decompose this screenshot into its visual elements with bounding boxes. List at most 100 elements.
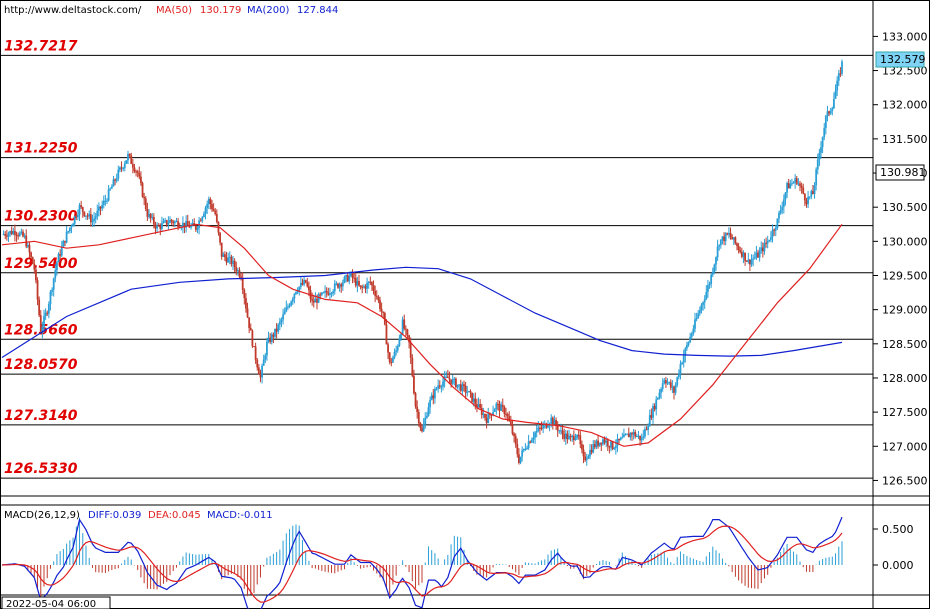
candle-down: [14, 231, 16, 235]
candle-down: [731, 236, 734, 240]
candle-down: [650, 415, 653, 418]
candle-up: [500, 404, 503, 411]
candle-up: [236, 270, 239, 272]
candle-up: [57, 254, 60, 263]
candle-up: [23, 235, 26, 237]
candle-up: [52, 278, 55, 290]
candle-up: [692, 328, 695, 334]
candle-down: [404, 328, 407, 330]
candle-up: [623, 434, 625, 438]
candle-up: [453, 378, 456, 380]
candle-down: [359, 285, 362, 288]
candle-up: [285, 307, 288, 312]
candlesticks: [2, 59, 843, 466]
candle-down: [31, 257, 34, 264]
candle-down: [375, 295, 378, 297]
candle-up: [295, 291, 297, 294]
candle-down: [141, 183, 144, 197]
candle-up: [770, 237, 772, 240]
candle-up: [330, 293, 333, 295]
candle-up: [564, 433, 567, 439]
candle-down: [5, 235, 8, 237]
candle-up: [101, 205, 104, 209]
candle-up: [694, 319, 696, 329]
candle-down: [498, 403, 501, 411]
candle-up: [674, 384, 677, 393]
candle-down: [608, 446, 611, 448]
candle-down: [253, 346, 255, 348]
price-tick-label: 131.500: [882, 133, 928, 146]
candle-up: [753, 257, 756, 259]
candle-down: [736, 243, 738, 246]
candle-down: [828, 111, 830, 114]
candle-up: [666, 382, 669, 384]
candle-up: [774, 227, 777, 231]
candle-down: [723, 236, 725, 242]
candle-up: [299, 282, 302, 287]
candle-up: [771, 229, 774, 238]
level-label: 130.2300: [4, 209, 78, 225]
candle-down: [311, 298, 314, 301]
candle-down: [225, 257, 228, 263]
candle-down: [513, 433, 515, 437]
candle-down: [508, 416, 511, 422]
candle-down: [729, 232, 732, 237]
candle-up: [815, 169, 818, 186]
candle-up: [658, 392, 661, 398]
candle-up: [663, 380, 666, 384]
candle-down: [765, 242, 767, 244]
moving-averages: [1, 223, 843, 447]
candle-up: [492, 411, 494, 416]
candle-down: [243, 289, 246, 299]
candle-up: [425, 415, 428, 418]
candle-up: [676, 377, 679, 385]
candle-up: [466, 392, 469, 394]
candle-down: [572, 435, 575, 440]
candle-down: [241, 278, 244, 290]
candle-up: [760, 247, 763, 252]
candle-up: [60, 246, 63, 256]
candle-up: [400, 334, 402, 339]
candle-up: [270, 334, 273, 342]
candle-down: [413, 375, 415, 394]
price-tick-label: 130.500: [882, 201, 928, 214]
candle-down: [611, 441, 614, 449]
candle-up: [123, 163, 126, 168]
candle-down: [639, 435, 641, 441]
candle-down: [584, 456, 587, 461]
candle-down: [224, 254, 226, 258]
candle-up: [560, 430, 562, 432]
candle-up: [196, 227, 199, 230]
candle-up: [78, 205, 81, 215]
candle-up: [461, 384, 464, 391]
candle-up: [721, 236, 724, 240]
candle-up: [587, 456, 590, 459]
candle-down: [269, 337, 272, 342]
candle-up: [524, 448, 527, 450]
ma200-line: [1, 266, 843, 359]
candle-up: [616, 438, 619, 446]
candle-down: [540, 427, 543, 429]
candle-down: [46, 312, 49, 314]
candle-down: [380, 308, 383, 312]
candle-down: [340, 284, 343, 287]
price-tick-label: 127.000: [882, 440, 928, 453]
candle-up: [343, 276, 346, 283]
candle-up: [207, 198, 210, 205]
candle-up: [786, 183, 788, 193]
candle-down: [471, 392, 473, 402]
candle-up: [715, 257, 717, 265]
candle-up: [808, 196, 811, 198]
candle-up: [724, 233, 727, 242]
candle-up: [435, 388, 438, 390]
candle-up: [401, 319, 404, 335]
candle-up: [122, 167, 125, 169]
candle-down: [740, 252, 743, 257]
candle-down: [411, 357, 414, 376]
candle-up: [629, 433, 632, 438]
candle-down: [25, 235, 28, 247]
candle-down: [120, 167, 123, 169]
candle-up: [841, 61, 843, 74]
candle-down: [304, 280, 307, 283]
